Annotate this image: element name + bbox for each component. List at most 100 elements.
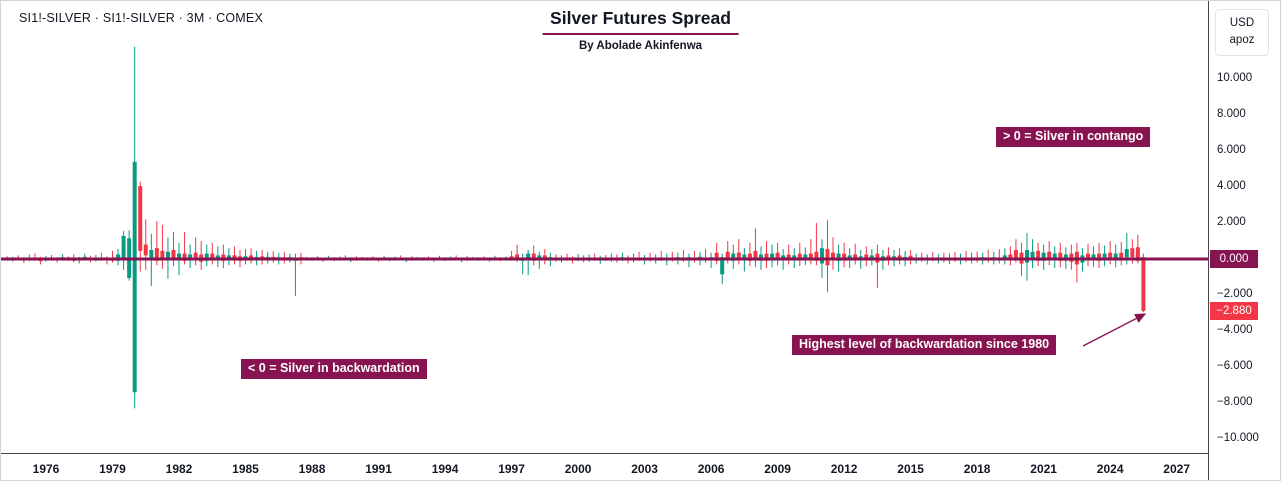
candle-body[interactable]: [210, 253, 215, 259]
candle-body[interactable]: [204, 253, 209, 261]
candle-body[interactable]: [831, 252, 836, 259]
candle-body[interactable]: [193, 252, 198, 260]
price-chart-plot[interactable]: [1, 1, 1208, 453]
year-tick-label: 2009: [764, 462, 791, 476]
candle-body[interactable]: [143, 244, 148, 256]
candle-body[interactable]: [1008, 254, 1013, 260]
candle-body[interactable]: [842, 253, 847, 260]
price-tick-label: −10.000: [1217, 432, 1259, 444]
price-unit-measure: apoz: [1229, 34, 1255, 46]
candle-body[interactable]: [149, 250, 154, 260]
candle-body[interactable]: [803, 254, 808, 260]
candle-body[interactable]: [864, 254, 869, 260]
candle-body[interactable]: [138, 186, 143, 251]
candle-body[interactable]: [1091, 254, 1096, 260]
candle-body[interactable]: [847, 255, 852, 259]
candle-body[interactable]: [1036, 250, 1041, 261]
candle-body[interactable]: [1124, 249, 1129, 258]
candle-body[interactable]: [808, 253, 813, 260]
candle-body[interactable]: [1025, 250, 1030, 263]
year-tick-label: 1982: [165, 462, 193, 476]
price-tick-label: −6.000: [1217, 360, 1253, 372]
year-tick-label: 2015: [897, 462, 924, 476]
candle-body[interactable]: [1047, 251, 1052, 259]
year-tick-label: 2003: [631, 462, 658, 476]
candle-body[interactable]: [1102, 253, 1107, 260]
candle-body[interactable]: [160, 250, 165, 259]
year-tick-label: 2018: [963, 462, 991, 476]
backwardation-annotation: < 0 = Silver in backwardation: [241, 359, 427, 379]
candle-body[interactable]: [1135, 247, 1140, 261]
candle-body[interactable]: [786, 254, 791, 260]
candle-body[interactable]: [1002, 255, 1007, 259]
candle-body[interactable]: [165, 251, 170, 260]
price-tick-label: 4.000: [1217, 180, 1246, 192]
price-tick-label: 2.000: [1217, 216, 1246, 228]
candle-body[interactable]: [897, 255, 902, 259]
candle-body[interactable]: [249, 255, 254, 259]
candle-body[interactable]: [747, 253, 752, 261]
candle-body[interactable]: [797, 253, 802, 259]
year-tick-label: 2024: [1096, 462, 1124, 476]
candle-body[interactable]: [1141, 257, 1146, 311]
candle-body[interactable]: [764, 253, 769, 261]
candle-body[interactable]: [177, 253, 182, 259]
year-tick-label: 1994: [431, 462, 459, 476]
candle-body[interactable]: [515, 254, 520, 260]
price-axis[interactable]: USD apoz 10.000 8.000 6.000 4.000 2.000 −2.00…: [1209, 1, 1280, 480]
candle-body[interactable]: [775, 252, 780, 259]
candle-body[interactable]: [121, 235, 126, 258]
year-tick-label: 1997: [498, 462, 525, 476]
year-tick-label: 1991: [365, 462, 392, 476]
candle-body[interactable]: [1085, 253, 1090, 260]
candle-body[interactable]: [1058, 252, 1063, 261]
candle-body[interactable]: [542, 255, 547, 259]
year-tick-label: 2027: [1163, 462, 1191, 476]
candle-body[interactable]: [226, 255, 231, 259]
candle-body[interactable]: [1108, 252, 1113, 259]
chart-byline: By Abolade Akinfenwa: [578, 40, 703, 52]
year-tick-label: 2021: [1030, 462, 1057, 476]
candle-body[interactable]: [171, 250, 176, 259]
candle-body[interactable]: [188, 254, 193, 260]
candle-body[interactable]: [1013, 250, 1018, 259]
candle-body[interactable]: [742, 254, 747, 260]
candle-body[interactable]: [1119, 252, 1124, 260]
candle-body[interactable]: [853, 254, 858, 260]
candle-body[interactable]: [132, 161, 137, 393]
price-tick-label: 6.000: [1217, 144, 1246, 156]
candle-body[interactable]: [1041, 252, 1046, 261]
candle-body[interactable]: [770, 253, 775, 260]
candle-body[interactable]: [736, 252, 741, 260]
annotation-arrow: [1082, 313, 1147, 347]
candle-body[interactable]: [154, 248, 159, 261]
candle-body[interactable]: [526, 253, 531, 260]
candle-body[interactable]: [753, 250, 758, 259]
candle-body[interactable]: [814, 251, 819, 261]
candle-body[interactable]: [182, 253, 187, 261]
candle-body[interactable]: [869, 255, 874, 259]
candle-body[interactable]: [1030, 251, 1035, 259]
price-tick-label: 10.000: [1217, 72, 1253, 84]
chart-title-block: Silver Futures Spread By Abolade Akinfen…: [542, 8, 739, 52]
candle-body[interactable]: [731, 253, 736, 261]
price-unit-toggle[interactable]: USD apoz: [1215, 9, 1269, 56]
chart-title: Silver Futures Spread: [550, 8, 731, 28]
candle-body[interactable]: [1130, 248, 1135, 258]
candle-body[interactable]: [720, 257, 725, 275]
candle-body[interactable]: [1052, 253, 1057, 259]
candle-body[interactable]: [825, 249, 830, 266]
time-axis[interactable]: 1976 1979 1982 1985 1988 1991 1994 1997 2000 2003…: [1, 454, 1208, 480]
symbol-legend[interactable]: SI1!-SILVER · SI1!-SILVER · 3M · COMEX: [19, 11, 263, 25]
contango-annotation: > 0 = Silver in contango: [996, 127, 1151, 147]
candle-body[interactable]: [531, 253, 536, 261]
highest-backwardation-annotation: Highest level of backwardation since 198…: [792, 335, 1057, 355]
candle-body[interactable]: [781, 255, 786, 259]
candle-body[interactable]: [836, 253, 841, 261]
candle-body[interactable]: [1113, 253, 1118, 259]
candle-body[interactable]: [714, 252, 719, 261]
candle-body[interactable]: [819, 248, 824, 264]
candle-body[interactable]: [725, 251, 730, 259]
candle-body[interactable]: [1097, 253, 1102, 261]
